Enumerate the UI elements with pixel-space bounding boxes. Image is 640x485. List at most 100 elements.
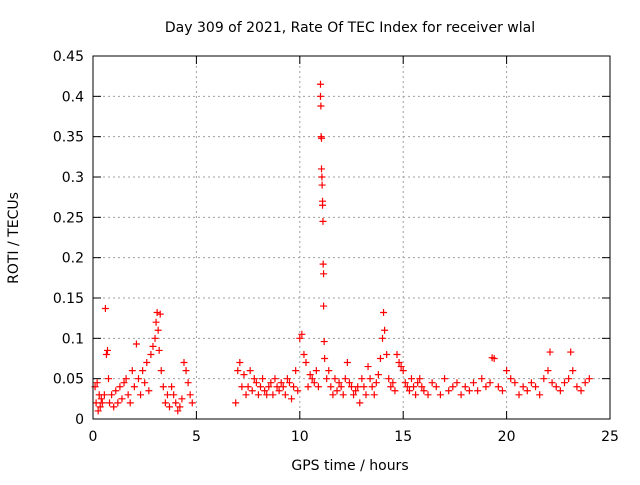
data-point [532,383,540,391]
data-point [178,395,186,403]
data-point [511,379,519,387]
data-point [244,383,252,391]
data-point [306,371,314,379]
data-point [569,367,577,375]
data-point [137,391,145,399]
data-point [114,399,122,407]
data-point [252,379,260,387]
data-point [399,367,407,375]
data-point [108,391,116,399]
data-point [143,359,151,367]
data-point [318,181,326,189]
x-axis-label: GPS time / hours [291,458,408,474]
data-point [372,379,380,387]
data-point [168,383,176,391]
data-point [145,387,153,395]
data-point [323,375,331,383]
data-point [290,383,298,391]
data-point [155,346,163,354]
data-point [325,367,333,375]
data-point [170,391,178,399]
data-point [273,383,281,391]
data-point [156,310,164,318]
data-point [304,383,312,391]
y-tick-label: 0.2 [62,251,84,267]
data-point [319,260,327,268]
data-point [432,383,440,391]
data-point [461,383,469,391]
data-point [457,391,465,399]
data-point [567,348,575,356]
data-point [154,326,162,334]
data-point [428,379,436,387]
data-point [103,346,111,354]
data-point [180,359,188,367]
data-point [320,270,328,278]
data-point [523,387,531,395]
data-point [395,359,403,367]
data-point [105,375,113,383]
data-point [416,375,424,383]
data-point [271,375,279,383]
data-point [577,387,585,395]
data-point [474,387,482,395]
y-tick-label: 0.1 [62,331,84,347]
x-tick-label: 5 [192,429,201,445]
data-point [176,403,184,411]
data-point [101,304,109,312]
data-point [163,391,171,399]
data-point [234,367,242,375]
data-point [412,391,420,399]
y-tick-label: 0 [75,412,84,428]
data-point [320,338,328,346]
data-point [403,383,411,391]
data-point [318,165,326,173]
data-point [122,375,130,383]
data-point [96,403,104,411]
data-point [285,379,293,387]
data-points [91,80,593,415]
data-point [453,379,461,387]
data-point [188,399,196,407]
data-point [261,387,269,395]
data-point [389,379,397,387]
data-point [350,391,358,399]
data-point [310,379,318,387]
data-point [370,391,378,399]
x-tick-label: 15 [394,429,412,445]
data-point [316,92,324,100]
data-point [149,342,157,350]
data-point [277,379,285,387]
data-point [348,383,355,391]
data-point [279,383,287,391]
data-point [335,379,343,387]
data-point [358,375,366,383]
data-point [573,383,581,391]
data-point [153,309,161,317]
data-point [182,367,190,375]
data-point [337,383,345,391]
data-point [308,375,316,383]
data-point [383,350,391,358]
data-point [405,387,413,395]
data-point [128,367,136,375]
data-point [292,367,300,375]
data-point [360,383,368,391]
data-point [354,383,362,391]
data-point [445,387,453,395]
data-point [124,391,132,399]
data-point [498,387,506,395]
data-point [407,375,415,383]
data-point [98,399,106,407]
data-point [343,359,351,367]
data-point [366,375,374,383]
data-point [381,326,389,334]
chart-title: Day 309 of 2021, Rate Of TEC Index for r… [165,20,535,36]
data-point [257,383,265,391]
data-point [151,334,159,342]
data-point [126,399,134,407]
data-point [174,407,182,415]
data-point [320,302,328,310]
